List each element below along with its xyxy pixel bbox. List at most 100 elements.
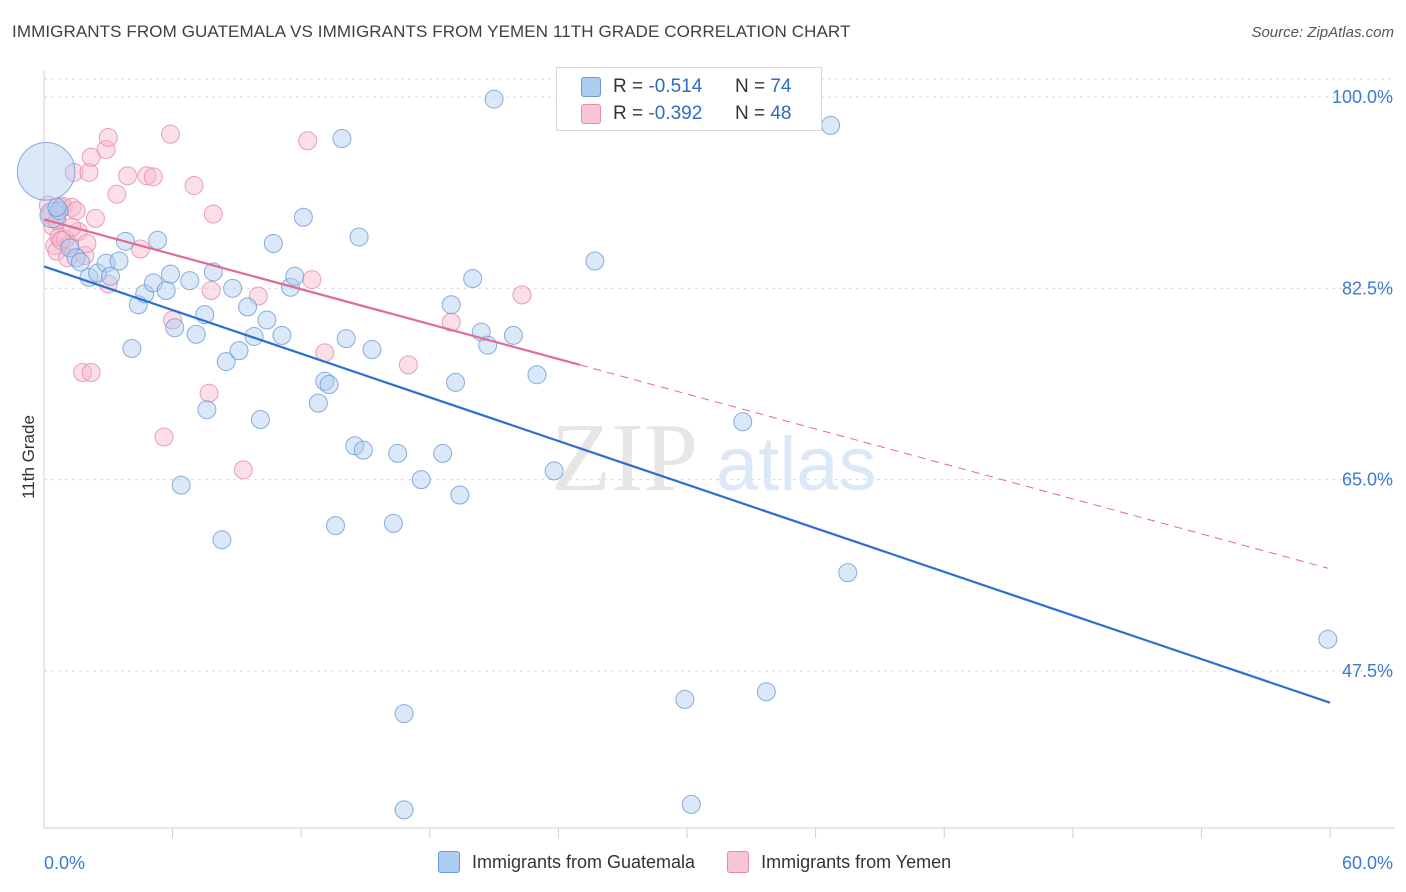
guatemala-point <box>223 278 243 298</box>
guatemala-point <box>285 266 305 286</box>
yemen-point <box>143 167 163 187</box>
guatemala-point <box>325 516 345 536</box>
guatemala-point <box>293 207 313 227</box>
guatemala-point <box>148 230 168 250</box>
guatemala-point <box>503 325 523 345</box>
yemen-point <box>398 355 418 375</box>
yemen-point <box>184 176 204 196</box>
guatemala-point <box>197 400 217 420</box>
guatemala-point <box>171 475 191 495</box>
guatemala-point <box>838 563 858 583</box>
y-tick-labels: 47.5% 65.0% 82.5% 100.0% <box>1332 87 1393 681</box>
guatemala-point <box>238 297 258 317</box>
guatemala-point <box>156 281 176 301</box>
guatemala-point <box>433 443 453 463</box>
legend-label-yemen: Immigrants from Yemen <box>761 851 952 872</box>
legend-r-label: R = <box>613 103 644 124</box>
guatemala-point <box>336 329 356 349</box>
yemen-point <box>298 131 318 151</box>
y-tick-label: 47.5% <box>1342 661 1393 681</box>
legend-item-guatemala: Immigrants from Guatemala <box>438 851 695 873</box>
yemen-point <box>441 312 461 332</box>
yemen-point <box>201 281 221 301</box>
guatemala-point <box>79 267 99 287</box>
watermark-atlas: atlas <box>716 422 877 507</box>
yemen-point <box>96 139 116 159</box>
guatemala-point <box>394 800 414 820</box>
guatemala-point <box>585 251 605 271</box>
yemen-point <box>302 270 322 290</box>
gridlines <box>44 78 1395 672</box>
guatemala-point <box>250 410 270 430</box>
legend-n-value: 48 <box>770 103 792 124</box>
yemen-point <box>199 383 219 403</box>
guatemala-point <box>308 393 328 413</box>
y-tick-label: 65.0% <box>1342 470 1393 490</box>
source-label: Source: ZipAtlas.com <box>1251 24 1394 41</box>
guatemala-point <box>212 530 232 550</box>
guatemala-point <box>463 268 483 288</box>
x-ticks <box>172 828 1331 838</box>
guatemala-point <box>160 264 180 284</box>
trendline-yemen <box>43 218 581 366</box>
legend-n-label: N = <box>734 76 766 97</box>
guatemala-point <box>186 324 206 344</box>
guatemala-point <box>109 251 129 271</box>
trendline-yemen-extension <box>579 364 1328 569</box>
yemen-point <box>233 460 253 480</box>
legend-row-guatemala: R = -0.514 N = 74 <box>581 74 791 100</box>
guatemala-point <box>49 201 69 221</box>
trendlines <box>43 218 1331 704</box>
guatemala-point <box>60 238 80 258</box>
series-guatemala <box>16 89 1338 820</box>
chart-title: IMMIGRANTS FROM GUATEMALA VS IMMIGRANTS … <box>12 22 851 41</box>
legend-label-guatemala: Immigrants from Guatemala <box>472 851 696 872</box>
stats-legend: R = -0.514 N = 74 R = -0.392 N = 48 <box>556 67 822 131</box>
legend-r-value: -0.514 <box>648 76 703 97</box>
guatemala-point <box>821 115 841 135</box>
guatemala-point <box>383 513 403 533</box>
guatemala-point <box>332 129 352 149</box>
guatemala-point <box>180 271 200 291</box>
guatemala-point <box>244 326 264 346</box>
guatemala-point <box>527 365 547 385</box>
yemen-point <box>85 208 105 228</box>
yemen-point <box>66 201 86 221</box>
guatemala-point <box>441 295 461 315</box>
legend-swatch-guatemala <box>438 851 460 873</box>
guatemala-point <box>756 682 776 702</box>
y-axis-label: 11th Grade <box>19 415 38 499</box>
guatemala-point <box>733 412 753 432</box>
guatemala-point <box>544 461 564 481</box>
legend-row-yemen: R = -0.392 N = 48 <box>581 101 791 127</box>
guatemala-point <box>100 266 120 286</box>
watermark: ZIP atlas <box>551 404 877 512</box>
guatemala-point <box>272 325 292 345</box>
legend-r-label: R = <box>613 76 644 97</box>
guatemala-point <box>70 252 90 272</box>
guatemala-point <box>216 352 236 372</box>
yemen-point <box>79 162 99 182</box>
guatemala-point <box>229 341 249 361</box>
guatemala-point <box>263 234 283 254</box>
axes <box>43 70 1395 829</box>
legend-r-value: -0.392 <box>648 103 703 124</box>
trendline-guatemala <box>43 265 1331 704</box>
yemen-point <box>137 166 157 186</box>
guatemala-point <box>362 340 382 360</box>
guatemala-point <box>165 318 185 338</box>
series-yemen <box>38 124 532 480</box>
yemen-point <box>512 285 532 305</box>
x-tick-label-min: 0.0% <box>44 853 85 873</box>
yemen-point <box>154 427 174 447</box>
guatemala-point <box>319 375 339 395</box>
watermark-zip: ZIP <box>551 404 698 512</box>
legend-swatch-guatemala <box>581 77 601 97</box>
guatemala-point <box>122 338 142 358</box>
guatemala-point <box>349 227 369 247</box>
yemen-point <box>203 204 223 224</box>
y-tick-label: 82.5% <box>1342 278 1393 298</box>
legend-n-value: 74 <box>770 76 792 97</box>
guatemala-point <box>484 89 504 109</box>
